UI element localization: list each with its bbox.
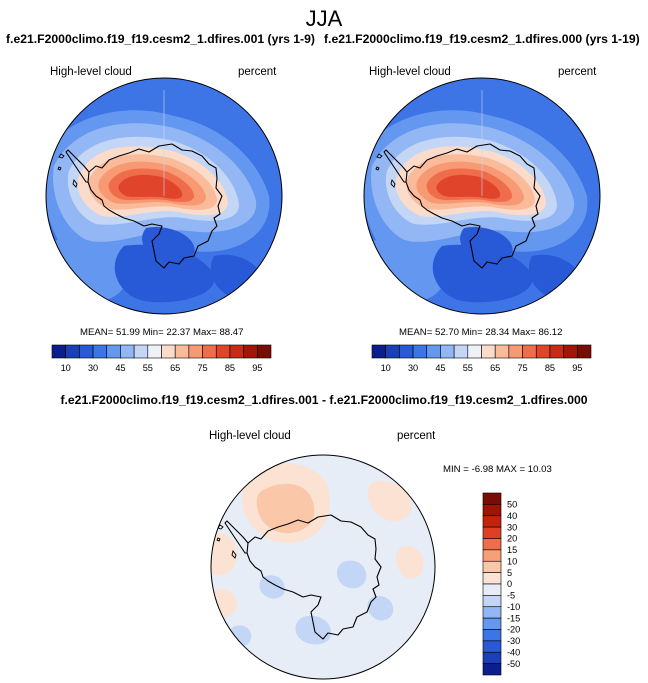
left-colorbar-box bbox=[202, 344, 217, 359]
left-colorbar-tick-label: 45 bbox=[115, 363, 125, 373]
left-colorbar-box bbox=[79, 344, 94, 359]
difference-colorbar-tick-label: -20 bbox=[507, 625, 520, 635]
difference-colorbar-tick-label: 40 bbox=[507, 511, 517, 521]
difference-stats: MIN = -6.98 MAX = 10.03 bbox=[443, 464, 552, 475]
right-colorbar-box bbox=[412, 344, 428, 359]
difference-colorbar-box bbox=[482, 595, 502, 608]
left-colorbar-box bbox=[188, 344, 203, 359]
left-colorbar-tick-label: 95 bbox=[252, 363, 262, 373]
difference-field-label: High-level cloud bbox=[209, 430, 291, 442]
right-panel-field-label: High-level cloud bbox=[369, 66, 451, 78]
difference-colorbar-tick-label: -30 bbox=[507, 636, 520, 646]
left-colorbar-box bbox=[257, 344, 272, 359]
difference-colorbar-tick-label: -40 bbox=[507, 647, 520, 657]
difference-colorbar-tick-label: -50 bbox=[507, 659, 520, 669]
left-panel-units-label: percent bbox=[238, 66, 277, 78]
right-colorbar-box bbox=[549, 344, 564, 359]
difference-colorbar-box bbox=[482, 629, 502, 642]
difference-polar-map bbox=[210, 454, 436, 680]
left-colorbar-box bbox=[174, 344, 190, 359]
difference-colorbar-box bbox=[482, 617, 502, 630]
left-colorbar-box bbox=[120, 344, 135, 359]
left-colorbar-box bbox=[92, 344, 108, 359]
right-colorbar-tick-label: 85 bbox=[545, 363, 555, 373]
right-colorbar-box bbox=[467, 344, 482, 359]
difference-colorbar-tick-label: 5 bbox=[507, 568, 512, 578]
difference-colorbar-tick-label: -5 bbox=[507, 591, 515, 601]
right-colorbar-box bbox=[440, 344, 455, 359]
right-colorbar-tick-label: 55 bbox=[463, 363, 473, 373]
right-polar-map bbox=[363, 77, 601, 315]
right-colorbar-box bbox=[481, 344, 496, 359]
right-colorbar-box bbox=[453, 344, 469, 359]
season-title: JJA bbox=[305, 6, 343, 31]
difference-colorbar-tick-label: 10 bbox=[507, 556, 517, 566]
left-colorbar-box bbox=[106, 344, 121, 359]
difference-colorbar-tick-label: 20 bbox=[507, 534, 517, 544]
right-colorbar-box bbox=[371, 344, 386, 359]
left-colorbar-tick-label: 75 bbox=[197, 363, 207, 373]
left-panel-field-label: High-level cloud bbox=[50, 66, 132, 78]
difference-colorbar-tick-label: -15 bbox=[507, 613, 520, 623]
difference-colorbar-box bbox=[482, 572, 502, 585]
difference-colorbar-tick-label: 50 bbox=[507, 500, 517, 510]
difference-colorbar-box bbox=[482, 663, 502, 676]
left-colorbar-box bbox=[229, 344, 244, 359]
difference-colorbar-box bbox=[482, 492, 502, 505]
difference-colorbar-box bbox=[482, 606, 502, 619]
left-colorbar-tick-label: 55 bbox=[143, 363, 153, 373]
difference-colorbar-box bbox=[482, 549, 502, 562]
right-colorbar-tick-label: 10 bbox=[381, 363, 391, 373]
difference-colorbar-tick-label: 30 bbox=[507, 522, 517, 532]
left-polar-map bbox=[45, 77, 283, 315]
right-colorbar-box bbox=[508, 344, 523, 359]
difference-colorbar-box bbox=[482, 504, 502, 517]
left-colorbar-tick-label: 65 bbox=[170, 363, 180, 373]
difference-units-label: percent bbox=[397, 430, 436, 442]
right-colorbar-box bbox=[399, 344, 414, 359]
right-colorbar-tick-label: 30 bbox=[408, 363, 418, 373]
difference-colorbar-box bbox=[482, 651, 502, 664]
left-colorbar-box bbox=[161, 344, 176, 359]
left-colorbar-tick-label: 30 bbox=[88, 363, 98, 373]
right-colorbar: 10 30 45 55 65 75 85 95 bbox=[371, 344, 592, 373]
right-panel-units-label: percent bbox=[558, 66, 597, 78]
right-colorbar-tick-label: 75 bbox=[517, 363, 527, 373]
difference-colorbar-tick-label: 0 bbox=[507, 579, 512, 589]
difference-colorbar-box bbox=[482, 526, 502, 539]
left-colorbar-box bbox=[215, 344, 231, 359]
right-colorbar-box bbox=[577, 344, 592, 359]
difference-colorbar-box bbox=[482, 640, 502, 653]
right-panel-case-title: f.e21.F2000climo.f19_f19.cesm2_1.dfires.… bbox=[324, 32, 640, 46]
right-colorbar-tick-label: 65 bbox=[490, 363, 500, 373]
right-colorbar-tick-label: 45 bbox=[435, 363, 445, 373]
right-colorbar-box bbox=[522, 344, 537, 359]
right-colorbar-box bbox=[563, 344, 578, 359]
difference-title: f.e21.F2000climo.f19_f19.cesm2_1.dfires.… bbox=[60, 393, 588, 407]
left-colorbar-box bbox=[51, 344, 66, 359]
right-colorbar-tick-label: 95 bbox=[572, 363, 582, 373]
difference-colorbar-box bbox=[482, 560, 502, 573]
right-colorbar-box bbox=[426, 344, 441, 359]
left-colorbar-box bbox=[133, 344, 149, 359]
difference-colorbar-tick-label: 15 bbox=[507, 545, 517, 555]
difference-colorbar-box bbox=[482, 515, 502, 528]
left-colorbar-box bbox=[147, 344, 162, 359]
left-colorbar-box bbox=[243, 344, 258, 359]
right-colorbar-box bbox=[385, 344, 400, 359]
right-panel-stats: MEAN= 52.70 Min= 28.34 Max= 86.12 bbox=[399, 327, 563, 338]
right-colorbar-box bbox=[535, 344, 551, 359]
left-panel-case-title: f.e21.F2000climo.f19_f19.cesm2_1.dfires.… bbox=[6, 32, 315, 46]
left-colorbar: 10 30 45 55 65 75 85 95 bbox=[51, 344, 272, 373]
difference-colorbar-box bbox=[482, 538, 502, 551]
difference-colorbar-box bbox=[482, 583, 502, 596]
left-colorbar-box bbox=[65, 344, 80, 359]
difference-colorbar-tick-label: -10 bbox=[507, 602, 520, 612]
left-colorbar-tick-label: 85 bbox=[225, 363, 235, 373]
left-colorbar-tick-label: 10 bbox=[61, 363, 71, 373]
right-colorbar-box bbox=[494, 344, 510, 359]
left-panel-stats: MEAN= 51.99 Min= 22.37 Max= 88.47 bbox=[80, 327, 244, 338]
